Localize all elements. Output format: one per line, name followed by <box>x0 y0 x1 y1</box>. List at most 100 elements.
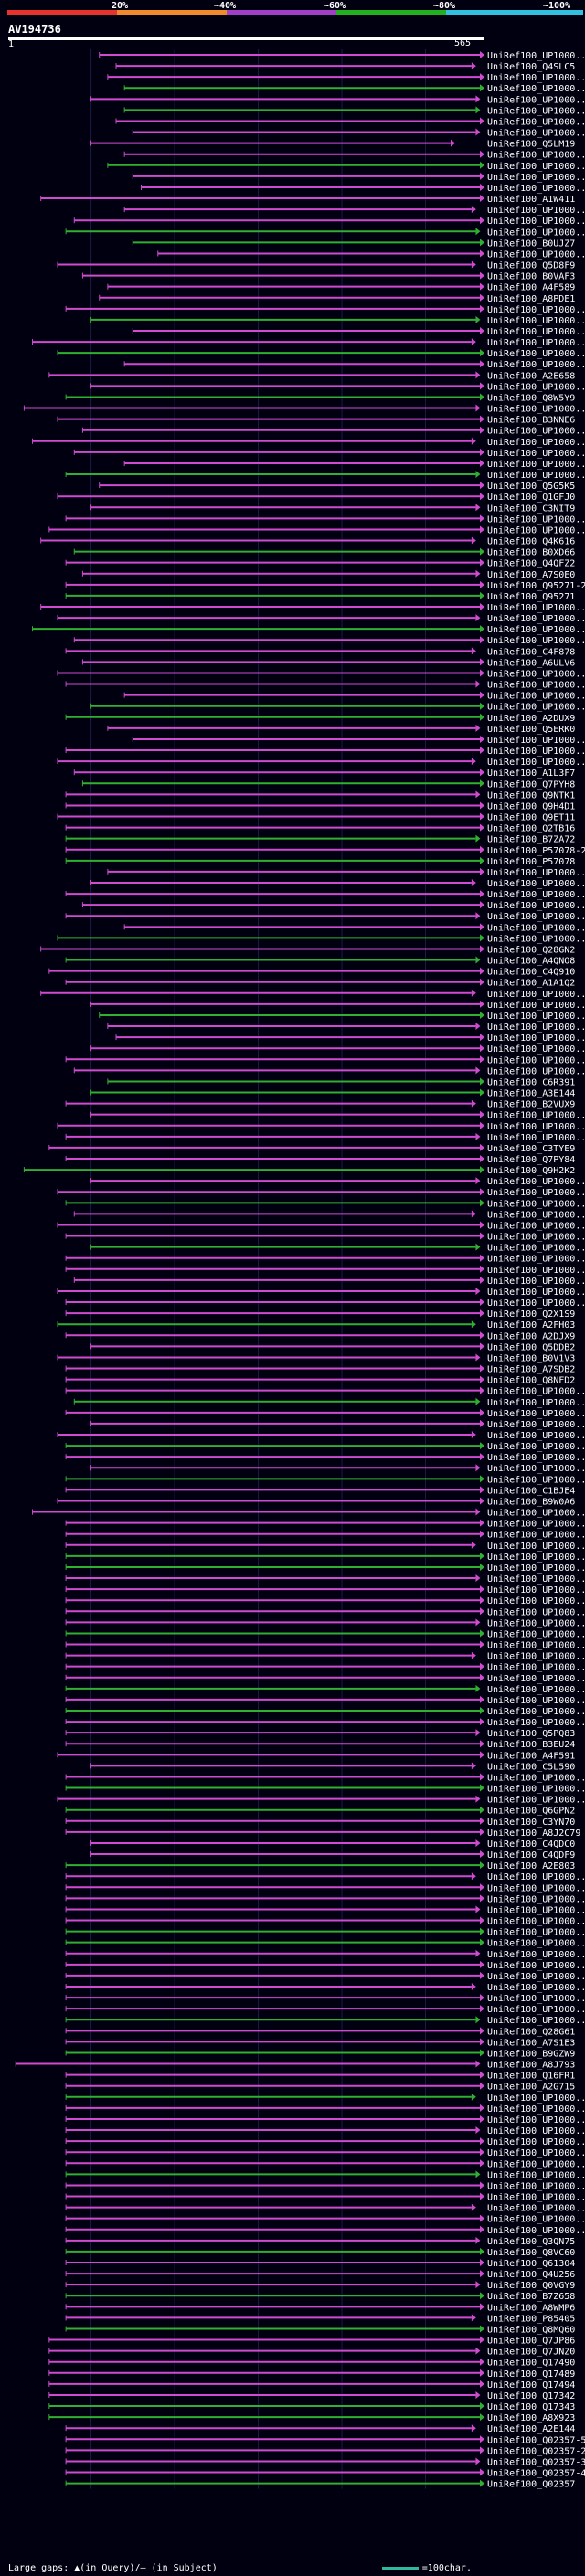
hit-end-arrow <box>480 1254 484 1262</box>
hit-end-arrow <box>480 2270 484 2278</box>
scale-segment-purple <box>227 10 336 15</box>
hit-end-arrow <box>480 482 484 490</box>
hit-row: UniRef100_UP1000.. <box>65 1684 585 1695</box>
hit-end-arrow <box>480 2402 484 2411</box>
hit-row: UniRef100_UP1000.. <box>65 1232 585 1243</box>
hit-row: UniRef100_C6R391 <box>107 1077 575 1087</box>
hit-label: UniRef100_C5L590 <box>487 1762 575 1772</box>
hit-end-arrow <box>480 1034 484 1042</box>
hit-row: UniRef100_Q02357-3 <box>65 2457 585 2467</box>
hit-label: UniRef100_Q4U256 <box>487 2270 575 2280</box>
hit-end-arrow <box>480 2468 484 2476</box>
hit-end-arrow <box>480 2413 484 2422</box>
hit-end-arrow <box>480 801 484 810</box>
hit-row: UniRef100_UP1000.. <box>65 890 585 900</box>
hit-end-arrow <box>475 1066 481 1075</box>
hit-end-arrow <box>475 1243 481 1251</box>
hit-label: UniRef100_A2DUX9 <box>487 714 575 724</box>
hit-end-arrow <box>480 625 484 633</box>
hit-label: UniRef100_UP1000.. <box>487 2094 585 2104</box>
hit-label: UniRef100_Q9NTK1 <box>487 790 575 800</box>
hit-end-arrow <box>480 1331 484 1340</box>
hit-end-arrow <box>480 547 484 556</box>
hit-row: UniRef100_Q17342 <box>48 2390 575 2401</box>
hit-end-arrow <box>471 206 476 214</box>
hit-label: UniRef100_Q7JP86 <box>487 2337 575 2347</box>
hit-label: UniRef100_UP1000.. <box>487 736 585 746</box>
hit-end-arrow <box>480 1927 484 1935</box>
hit-label: UniRef100_P57078-2 <box>487 846 585 856</box>
hit-row: UniRef100_B0UJZ7 <box>132 239 575 249</box>
hit-row: UniRef100_UP1000.. <box>57 1188 585 1198</box>
hit-label: UniRef100_UP1000.. <box>487 95 585 105</box>
hit-label: UniRef100_UP1000.. <box>487 1674 585 1684</box>
hit-end-arrow <box>480 448 484 456</box>
hit-end-arrow <box>480 636 484 644</box>
hit-end-arrow <box>480 2446 484 2454</box>
hit-row: UniRef100_UP1000.. <box>65 1475 585 1485</box>
hit-label: UniRef100_UP1000.. <box>487 912 585 922</box>
hit-label: UniRef100_UP1000.. <box>487 1409 585 1419</box>
scale-tick-label: ~100% <box>543 1 570 11</box>
hit-end-arrow <box>480 2071 484 2079</box>
hit-row: UniRef100_Q5G5K5 <box>99 482 575 492</box>
hit-row: UniRef100_UP1000.. <box>73 1210 585 1220</box>
hit-label: UniRef100_UP1000.. <box>487 2016 585 2026</box>
hit-label: UniRef100_UP1000.. <box>487 923 585 933</box>
hit-end-arrow <box>475 1023 481 1031</box>
hit-end-arrow <box>480 1408 484 1416</box>
hit-label: UniRef100_C3YN70 <box>487 1818 575 1828</box>
hit-label: UniRef100_UP1000.. <box>487 382 585 392</box>
hit-row: UniRef100_UP1000.. <box>73 1276 585 1287</box>
hit-row: UniRef100_UP1000.. <box>65 471 585 481</box>
hit-end-arrow <box>480 558 484 567</box>
hit-label: UniRef100_UP1000.. <box>487 129 585 139</box>
hit-end-arrow <box>480 702 484 710</box>
hit-row: UniRef100_Q95271-2 <box>65 580 585 591</box>
alignment-hits: UniRef100_UP1000.. UniRef100_Q4SLC5 UniRef… <box>15 49 585 2490</box>
hit-row: UniRef100_UP1000.. <box>32 1508 585 1519</box>
hit-label: UniRef100_UP1000.. <box>487 1939 585 1949</box>
hit-end-arrow <box>480 327 484 334</box>
hit-label: UniRef100_C6R391 <box>487 1077 575 1087</box>
hit-row: UniRef100_UP1000.. <box>115 117 585 127</box>
hit-label: UniRef100_UP1000.. <box>487 1950 585 1960</box>
hit-end-arrow <box>480 1751 484 1759</box>
hit-label: UniRef100_P57078 <box>487 857 575 867</box>
hit-label: UniRef100_C1BJE4 <box>487 1486 575 1496</box>
hit-row: UniRef100_UP1000.. <box>65 2126 585 2136</box>
hit-label: UniRef100_UP1000.. <box>487 1177 585 1187</box>
hit-row: UniRef100_C4QDF9 <box>90 1850 575 1860</box>
hit-row: UniRef100_Q17489 <box>48 2369 575 2380</box>
hit-end-arrow <box>480 73 484 81</box>
hit-end-arrow <box>475 1177 481 1185</box>
hit-label: UniRef100_UP1000.. <box>487 901 585 911</box>
hit-row: UniRef100_Q7JNZ0 <box>48 2347 575 2358</box>
hit-label: UniRef100_UP1000.. <box>487 460 585 470</box>
hit-end-arrow <box>480 1552 484 1560</box>
hit-row: UniRef100_Q7PYH8 <box>81 779 575 790</box>
hit-row: UniRef100_UP1000.. <box>65 2115 585 2125</box>
hit-row: UniRef100_UP1000.. <box>157 249 585 260</box>
hit-row: UniRef100_UP1000.. <box>65 1254 585 1265</box>
hit-end-arrow <box>480 459 484 467</box>
scale-segment-green <box>336 10 446 15</box>
hit-label: UniRef100_UP1000.. <box>487 162 585 172</box>
hit-row: UniRef100_UP1000.. <box>65 1132 585 1143</box>
hit-label: UniRef100_UP1000.. <box>487 1001 585 1011</box>
hit-end-arrow <box>480 769 484 777</box>
hit-end-arrow <box>480 779 484 788</box>
hit-label: UniRef100_UP1000.. <box>487 1066 585 1076</box>
hit-row: UniRef100_Q5PQ83 <box>65 1729 575 1739</box>
hit-label: UniRef100_UP1000.. <box>487 106 585 116</box>
hit-row: UniRef100_UP1000.. <box>99 1011 585 1022</box>
hit-label: UniRef100_A1W411 <box>487 195 575 205</box>
hit-label: UniRef100_A8J2C79 <box>487 1829 580 1839</box>
hit-label: UniRef100_UP1000.. <box>487 1972 585 1982</box>
hit-row: UniRef100_UP1000.. <box>65 1773 585 1783</box>
hit-label: UniRef100_Q9H4D1 <box>487 801 575 811</box>
hit-label: UniRef100_A2E803 <box>487 1861 575 1871</box>
hit-row: UniRef100_UP1000.. <box>65 1585 585 1595</box>
hit-row: UniRef100_UP1000.. <box>123 84 585 94</box>
hit-row: UniRef100_Q0VGY9 <box>65 2281 575 2291</box>
